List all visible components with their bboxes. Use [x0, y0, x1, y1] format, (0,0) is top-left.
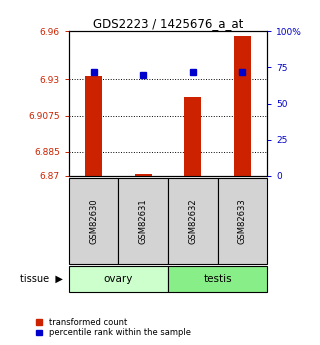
- Bar: [218, 178, 267, 264]
- Bar: [168, 266, 267, 292]
- Bar: [184, 97, 202, 176]
- Text: GSM82633: GSM82633: [238, 198, 247, 244]
- Bar: [85, 76, 102, 176]
- Text: tissue  ▶: tissue ▶: [20, 274, 62, 284]
- Text: ovary: ovary: [104, 274, 133, 284]
- Text: GSM82632: GSM82632: [188, 198, 197, 244]
- Bar: [234, 36, 251, 176]
- Bar: [69, 266, 168, 292]
- Bar: [118, 178, 168, 264]
- Text: GSM82631: GSM82631: [139, 198, 148, 244]
- Text: testis: testis: [203, 274, 232, 284]
- Title: GDS2223 / 1425676_a_at: GDS2223 / 1425676_a_at: [93, 17, 243, 30]
- Bar: [134, 174, 152, 176]
- Bar: [168, 178, 218, 264]
- Bar: [69, 178, 118, 264]
- Legend: transformed count, percentile rank within the sample: transformed count, percentile rank withi…: [36, 318, 191, 337]
- Text: GSM82630: GSM82630: [89, 198, 98, 244]
